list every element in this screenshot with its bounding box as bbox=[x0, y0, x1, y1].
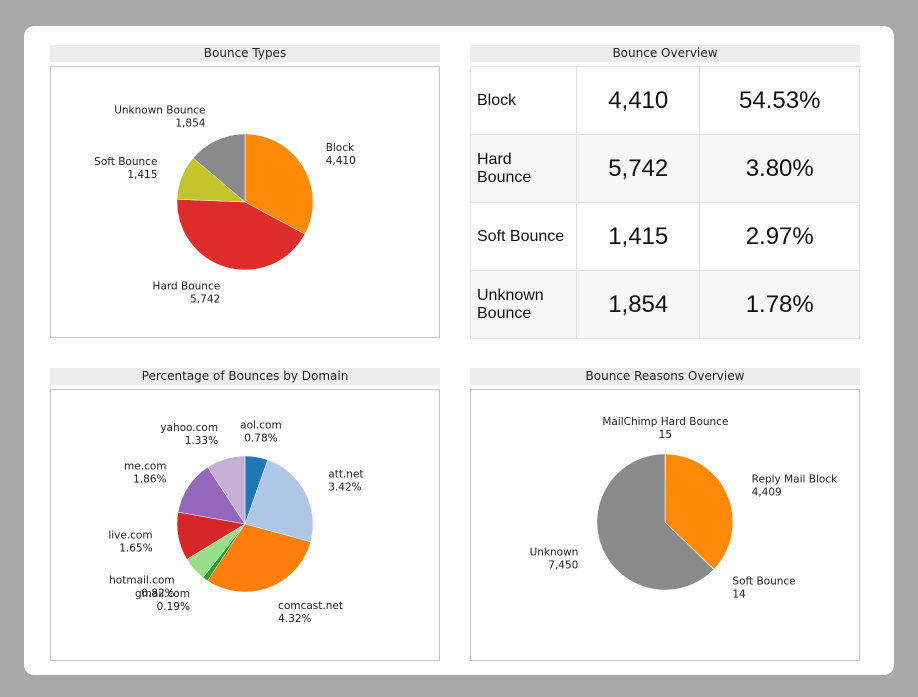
table-cell: 3.80% bbox=[699, 134, 860, 203]
table-cell: 1,854 bbox=[575, 270, 701, 339]
table-row: Block 4,410 54.53% bbox=[470, 66, 860, 135]
table-cell: 5,742 bbox=[575, 134, 701, 203]
table-row: Unknown Bounce 1,854 1.78% bbox=[470, 270, 860, 339]
pie-slice bbox=[207, 523, 311, 593]
slice-label: aol.com bbox=[240, 419, 282, 431]
slice-value: 4.32% bbox=[278, 613, 311, 625]
slice-value: 1,415 bbox=[127, 169, 157, 181]
pie-slice bbox=[192, 133, 246, 203]
slice-value: 5,742 bbox=[190, 294, 220, 306]
slice-value: 4,410 bbox=[326, 155, 356, 167]
pie-slice bbox=[244, 459, 314, 543]
slice-value: 0.19% bbox=[157, 601, 190, 613]
slice-label: Soft Bounce bbox=[94, 156, 157, 168]
table-cell: Hard Bounce bbox=[470, 134, 577, 203]
slice-value: 15 bbox=[659, 429, 672, 441]
slice-value: 14 bbox=[732, 589, 746, 601]
table-cell: Unknown Bounce bbox=[470, 270, 577, 339]
pie-slice bbox=[176, 198, 306, 271]
slice-value: 0.82% bbox=[141, 587, 174, 599]
table-cell: 1,415 bbox=[575, 202, 701, 271]
slice-value: 0.78% bbox=[244, 432, 277, 444]
table-row: Soft Bounce 1,415 2.97% bbox=[470, 202, 860, 271]
panel-title: Bounce Overview bbox=[470, 45, 860, 62]
table-row: Hard Bounce 5,742 3.80% bbox=[470, 134, 860, 203]
slice-label: me.com bbox=[124, 460, 166, 472]
slice-label: Soft Bounce bbox=[732, 576, 795, 588]
slice-value: 3.42% bbox=[328, 481, 361, 493]
pie-slice bbox=[177, 466, 246, 525]
slice-value: 1.86% bbox=[133, 473, 166, 485]
slice-label: Block bbox=[326, 142, 355, 154]
table-cell: 2.97% bbox=[699, 202, 860, 271]
pie-slice bbox=[244, 133, 314, 235]
slice-value: 1.33% bbox=[185, 435, 218, 447]
panel-title: Percentage of Bounces by Domain bbox=[50, 368, 440, 385]
slice-value: 7,450 bbox=[548, 559, 578, 571]
slice-label: Unknown bbox=[530, 546, 579, 558]
slice-label: gmail.com bbox=[135, 588, 190, 600]
panel-title: Bounce Types bbox=[50, 45, 440, 62]
table-cell: Soft Bounce bbox=[470, 202, 577, 271]
pie-slice bbox=[207, 455, 246, 525]
table-cell: 4,410 bbox=[575, 66, 701, 135]
pie-slice bbox=[596, 453, 714, 591]
pie-slice bbox=[664, 453, 734, 570]
slice-label: Hard Bounce bbox=[153, 281, 221, 293]
table-cell: 54.53% bbox=[699, 66, 860, 135]
slice-label: Reply Mail Block bbox=[752, 474, 838, 486]
slice-label: Unknown Bounce bbox=[114, 105, 205, 117]
slice-label: att.net bbox=[328, 468, 363, 480]
slice-label: MailChimp Hard Bounce bbox=[602, 416, 728, 428]
slice-value: 4,409 bbox=[752, 487, 782, 499]
slice-label: comcast.net bbox=[278, 600, 343, 612]
table-cell: 1.78% bbox=[699, 270, 860, 339]
slice-value: 1.65% bbox=[119, 542, 152, 554]
slice-label: hotmail.com bbox=[109, 574, 174, 586]
slice-label: yahoo.com bbox=[160, 422, 218, 434]
overview-table: Block 4,410 54.53% Hard Bounce 5,742 3.80% Sof… bbox=[470, 66, 860, 339]
slice-value: 1,854 bbox=[175, 118, 205, 130]
panel-title: Bounce Reasons Overview bbox=[470, 368, 860, 385]
slice-label: live.com bbox=[108, 529, 152, 541]
